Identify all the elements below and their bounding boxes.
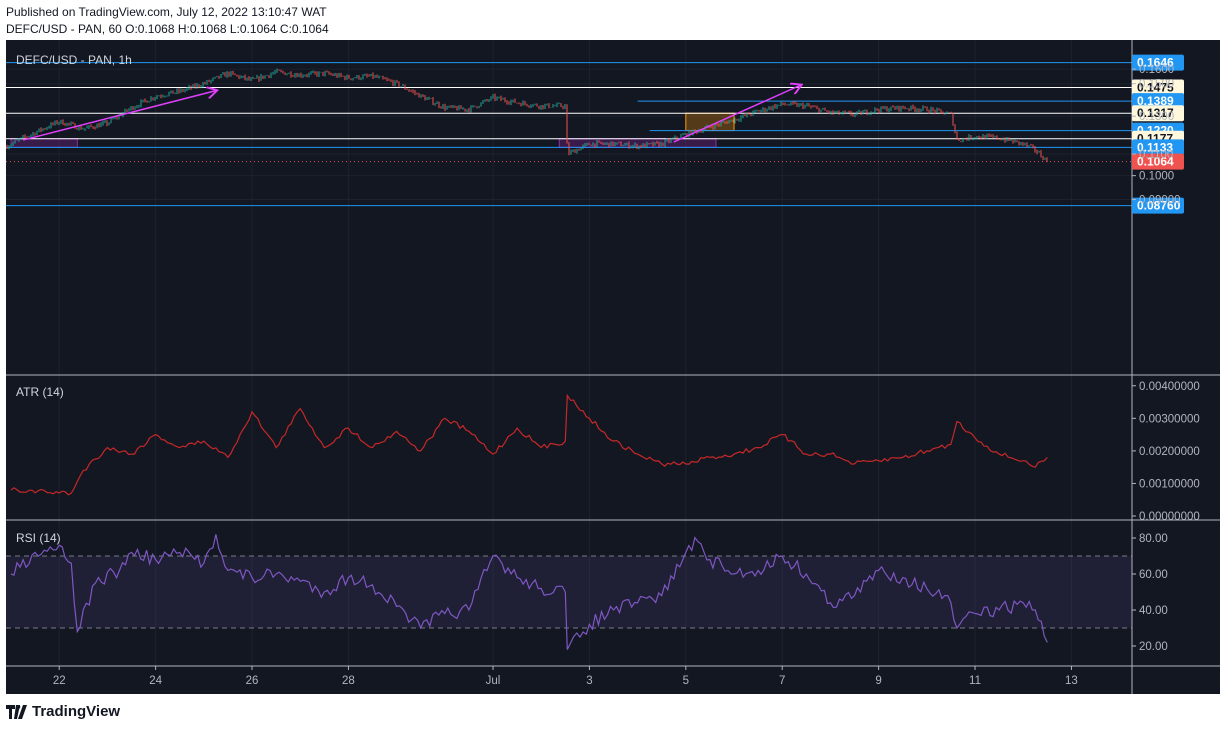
xtick-label: 22 xyxy=(53,675,66,687)
level-label: 0.1389 xyxy=(1137,94,1174,108)
trend-arrow xyxy=(673,85,801,143)
level-label-bg xyxy=(1132,139,1184,156)
ytick-label-main: 0.1300 xyxy=(1139,111,1174,123)
level-label: 0.1317 xyxy=(1137,106,1174,120)
level-label-bg xyxy=(1132,79,1184,96)
ytick-label-atr: 0.00400000 xyxy=(1139,381,1200,393)
xtick-label: 5 xyxy=(683,675,689,687)
level-label-bg xyxy=(1132,105,1184,122)
xtick-label: Jul xyxy=(486,675,501,687)
ytick-label-atr: 0.00200000 xyxy=(1139,446,1200,458)
xtick-label: 3 xyxy=(586,675,592,687)
ytick-label-main: 0.1600 xyxy=(1139,64,1174,76)
xtick-label: 13 xyxy=(1065,675,1078,687)
level-label: 0.1646 xyxy=(1137,56,1174,70)
ytick-label-rsi: 80.00 xyxy=(1139,533,1168,545)
last-price-label: 0.1064 xyxy=(1137,155,1174,169)
xtick-label: 7 xyxy=(779,675,785,687)
atr-layer xyxy=(10,393,1048,496)
published-header: Published on TradingView.com, July 12, 2… xyxy=(6,5,327,19)
xtick-label: 28 xyxy=(342,675,355,687)
ytick-label-rsi: 60.00 xyxy=(1139,569,1168,581)
main-pane-title: DEFC/USD - PAN, 1h xyxy=(16,53,132,67)
ytick-label-atr: 0.00100000 xyxy=(1139,478,1200,490)
axes-layer: 0.16460.14750.13890.13170.12200.11770.11… xyxy=(53,54,1200,687)
xtick-label: 11 xyxy=(969,675,981,687)
level-label: 0.1133 xyxy=(1137,140,1173,154)
arrows-layer xyxy=(22,85,801,143)
xtick-label: 26 xyxy=(246,675,259,687)
rsi-pane-title: RSI (14) xyxy=(16,531,61,545)
level-label-bg xyxy=(1132,93,1184,110)
ytick-label-main: 0.1100 xyxy=(1139,149,1173,161)
ytick-label-main: 0.1500 xyxy=(1139,79,1174,91)
atr-pane-title: ATR (14) xyxy=(16,385,64,399)
rsi-band xyxy=(6,556,1132,628)
rsi-series-line xyxy=(10,534,1048,650)
footer-brand: TradingView xyxy=(6,703,120,720)
ytick-label-atr: 0.00300000 xyxy=(1139,413,1200,425)
ytick-label-atr: 0.00000000 xyxy=(1139,511,1200,523)
last-price-label-bg xyxy=(1132,153,1184,170)
ytick-label-rsi: 40.00 xyxy=(1139,605,1168,617)
atr-series-line xyxy=(10,393,1048,496)
level-label: 0.08760 xyxy=(1137,199,1181,213)
xtick-label: 24 xyxy=(149,675,162,687)
level-label: 0.1475 xyxy=(1137,81,1174,95)
rsi-layer xyxy=(6,534,1132,650)
candles-layer xyxy=(6,68,1048,163)
ytick-label-main: 0.1000 xyxy=(1139,171,1174,183)
chart-canvas[interactable]: 0.16460.14750.13890.13170.12200.11770.11… xyxy=(6,40,1220,694)
xtick-label: 9 xyxy=(875,675,881,687)
chart-frame: 0.1646 0.1475 0.1389 0.1317 0.1220 0.1177 0.11… xyxy=(6,40,1220,694)
level-label-bg xyxy=(1132,197,1184,214)
level-label-bg xyxy=(1132,54,1184,71)
footer-brand-label: TradingView xyxy=(32,703,121,720)
ytick-label-rsi: 20.00 xyxy=(1139,641,1168,653)
ytick-label-main: 0.09000 xyxy=(1139,195,1181,207)
tradingview-logo-icon xyxy=(6,704,27,719)
ohlc-readout: DEFC/USD - PAN, 60 O:0.1068 H:0.1068 L:0… xyxy=(6,22,329,36)
trend-arrow xyxy=(22,91,216,141)
levels-layer xyxy=(6,62,1132,207)
